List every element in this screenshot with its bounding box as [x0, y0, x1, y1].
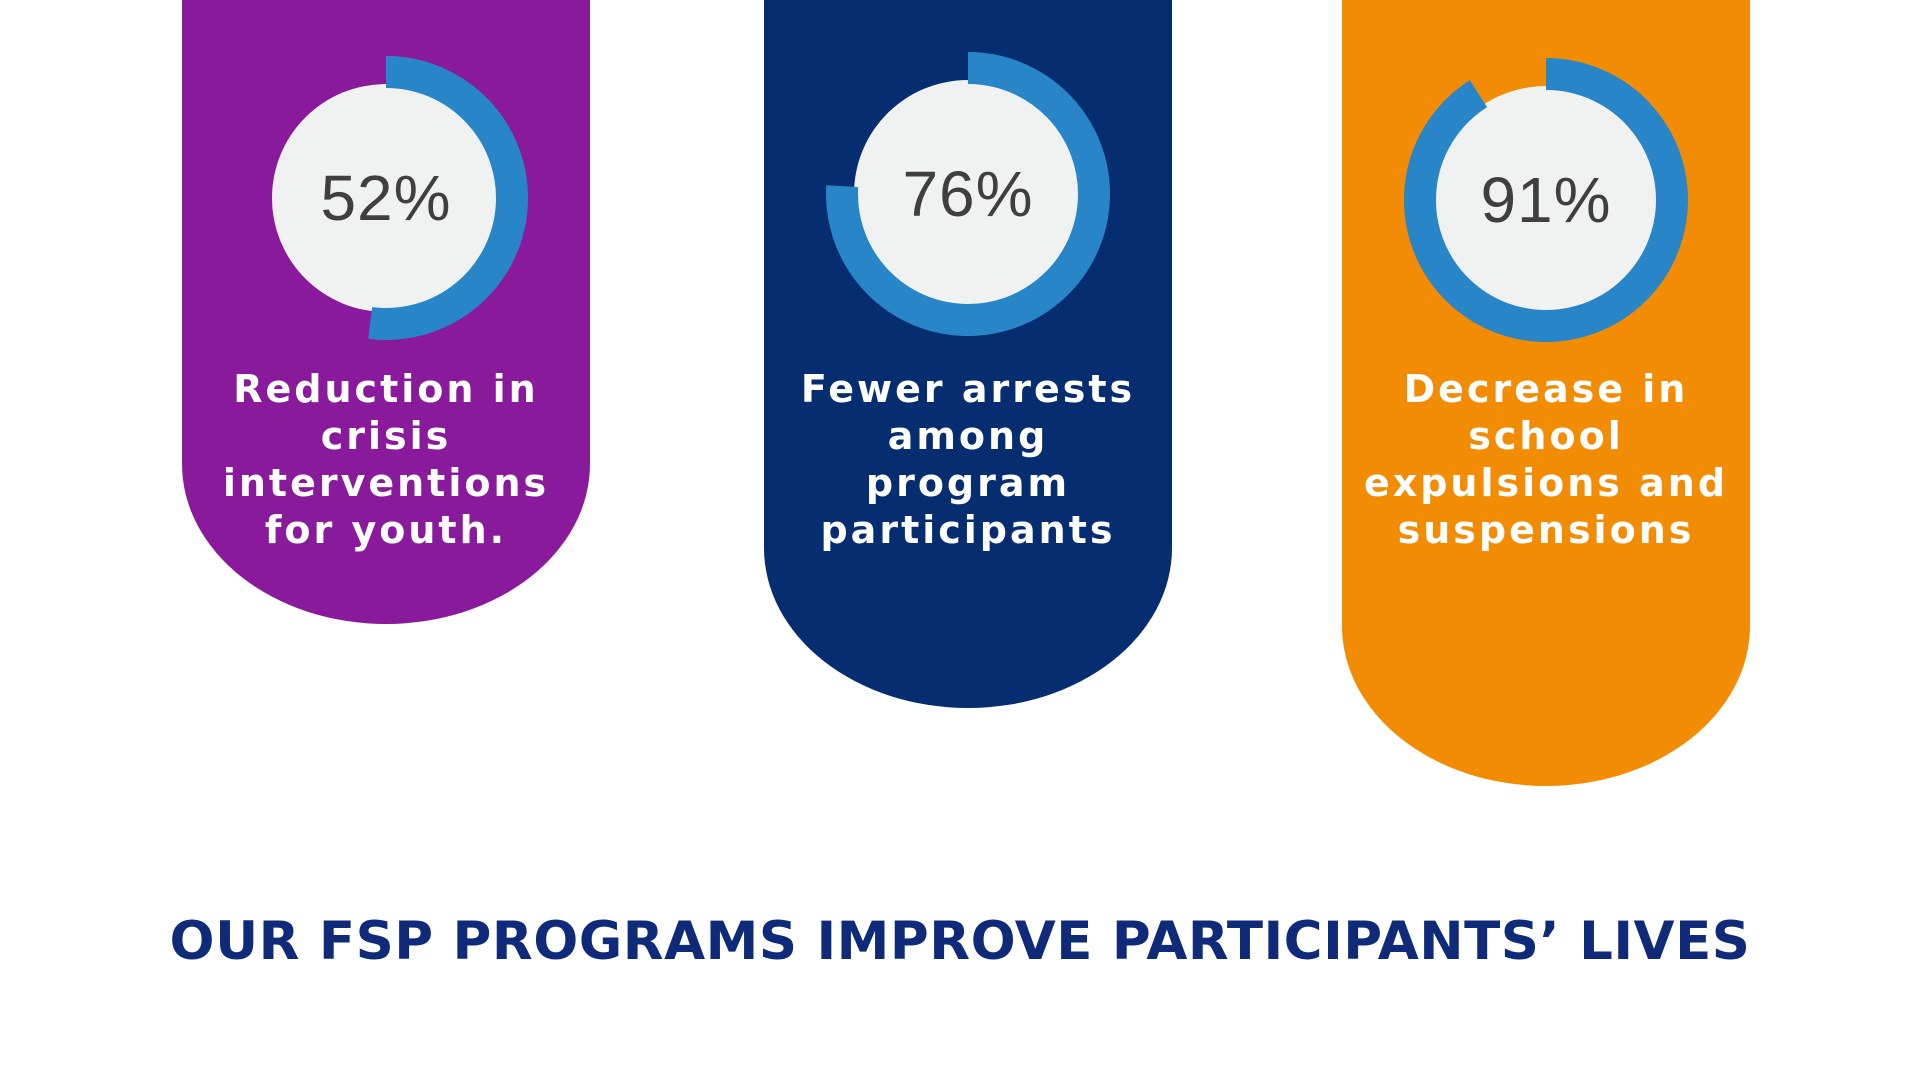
donut-chart: 91% [1404, 58, 1688, 342]
donut-svg: 91% [1404, 58, 1688, 342]
stat-label-line: interventions [222, 461, 550, 505]
donut-center [854, 80, 1082, 308]
stat-label-line: Reduction in [233, 367, 539, 411]
stat-label-line: crisis [320, 414, 452, 458]
stat-label-line: program [865, 461, 1071, 505]
stat-label-line: among [887, 414, 1049, 458]
donut-svg: 76% [826, 52, 1110, 336]
stat-card-crisis-interventions: 52% Reduction in crisis interventions fo… [182, 0, 590, 624]
stat-label-line: school [1468, 414, 1624, 458]
donut-chart: 52% [244, 56, 528, 340]
stat-label-line: Fewer arrests [800, 367, 1136, 411]
stat-card-fewer-arrests: 76% Fewer arrests among program particip… [764, 0, 1172, 708]
stat-label: Reduction in crisis interventions for yo… [182, 366, 590, 554]
donut-progress-arc [826, 52, 1110, 336]
stat-label-line: Decrease in [1403, 367, 1689, 411]
donut-progress-arc [1404, 58, 1688, 342]
stat-label: Decrease in school expulsions and suspen… [1342, 366, 1750, 554]
stat-label: Fewer arrests among program participants [764, 366, 1172, 554]
donut-center [272, 84, 500, 312]
stat-label-line: participants [820, 508, 1116, 552]
stat-label-line: suspensions [1397, 508, 1695, 552]
donut-chart: 76% [826, 52, 1110, 336]
stat-value: 91% [1480, 164, 1611, 236]
donut-svg: 52% [272, 56, 528, 340]
donut-progress-arc [368, 56, 528, 340]
stat-label-line: for youth. [264, 508, 508, 552]
stat-value: 52% [320, 162, 451, 234]
stat-label-line: expulsions and [1363, 461, 1729, 505]
stat-value: 76% [902, 158, 1033, 230]
stat-card-school-expulsions: 91% Decrease in school expulsions and su… [1342, 0, 1750, 786]
donut-center [1432, 86, 1660, 314]
page-headline: OUR FSP PROGRAMS IMPROVE PARTICIPANTS’ L… [169, 911, 1751, 972]
